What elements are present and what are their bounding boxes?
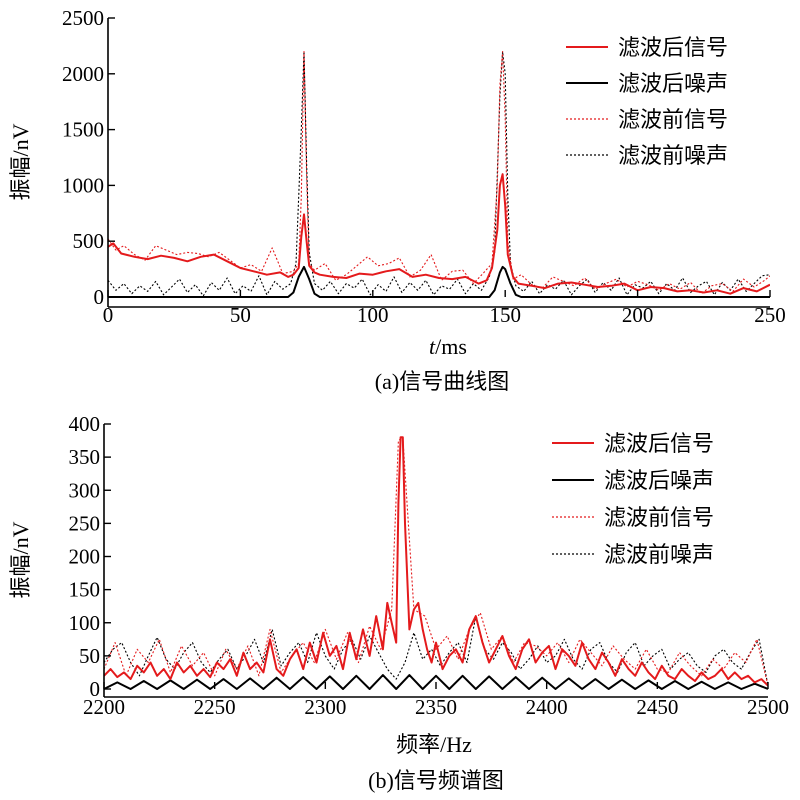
signal-spectrum-y-tick-label: 400 — [69, 412, 101, 436]
signal-spectrum-x-tick-label: 2400 — [526, 695, 568, 719]
signal-curve-y-axis-title: 振幅/nV — [8, 123, 33, 200]
signal-curve-series-group — [108, 50, 770, 298]
signal-spectrum-legend-label-raw-signal: 滤波前信号 — [604, 506, 714, 531]
signal-spectrum-ticks: 2200 2250 2300 2350 2400 2450 2500 0 50 100 150 200… — [69, 412, 790, 719]
signal-curve-y-tick-label: 500 — [73, 229, 105, 253]
signal-spectrum-caption: (b)信号频谱图 — [368, 768, 504, 793]
signal-spectrum-y-tick-label: 50 — [79, 644, 100, 668]
signal-curve-y-tick-label: 1500 — [62, 118, 104, 142]
signal-spectrum-y-tick-label: 300 — [69, 478, 101, 502]
signal-curve-y-tick-label: 0 — [94, 285, 105, 309]
signal-spectrum-y-tick-label: 250 — [69, 511, 101, 535]
signal-curve-x-tick-label: 200 — [622, 303, 654, 327]
signal-curve-x-tick-label: 50 — [230, 303, 251, 327]
signal-spectrum-x-tick-label: 2200 — [83, 695, 125, 719]
signal-curve-caption: (a)信号曲线图 — [375, 369, 509, 394]
signal-curve-y-tick-label: 1000 — [62, 173, 104, 197]
signal-curve-y-tick-label: 2000 — [62, 62, 104, 86]
signal-spectrum-y-tick-label: 350 — [69, 445, 101, 469]
signal-curve-legend-label-filtered-signal: 滤波后信号 — [618, 36, 728, 61]
signal-curve-x-tick-label: 250 — [754, 303, 786, 327]
signal-curve-legend-label-raw-signal: 滤波前信号 — [618, 108, 728, 133]
signal-curve-legend-label-filtered-noise: 滤波后噪声 — [618, 72, 728, 97]
signal-curve-legend-label-raw-noise: 滤波前噪声 — [618, 144, 728, 169]
signal-spectrum-y-axis-title: 振幅/nV — [8, 521, 33, 598]
signal-spectrum-filtered-signal-line — [104, 436, 768, 687]
signal-curve-y-tick-label: 2500 — [62, 6, 104, 30]
signal-spectrum-y-tick-label: 0 — [90, 677, 101, 701]
signal-spectrum-raw-signal-line — [104, 436, 768, 686]
signal-spectrum-legend-label-filtered-noise: 滤波后噪声 — [604, 469, 714, 494]
signal-spectrum-x-tick-label: 2350 — [415, 695, 457, 719]
signal-spectrum-raw-noise-line — [104, 615, 768, 686]
signal-curve-filtered-noise-line — [108, 265, 770, 298]
signal-curve-x-tick-label: 100 — [357, 303, 389, 327]
signal-spectrum-x-tick-label: 2300 — [304, 695, 346, 719]
signal-spectrum-x-tick-label: 2450 — [636, 695, 678, 719]
signal-spectrum-y-tick-label: 100 — [69, 611, 101, 635]
signal-curve-x-tick-label: 150 — [489, 303, 521, 327]
signal-spectrum-x-tick-label: 2250 — [194, 695, 236, 719]
signal-spectrum-y-tick-label: 150 — [69, 578, 101, 602]
signal-curve-filtered-signal-line — [108, 173, 770, 295]
signal-spectrum-x-tick-label: 2500 — [747, 695, 789, 719]
signal-spectrum-chart: 2200 2250 2300 2350 2400 2450 2500 0 50 100 150 200… — [8, 412, 789, 793]
signal-spectrum-x-axis-title: 频率/Hz — [396, 732, 472, 757]
signal-curve-x-tick-label: 0 — [103, 303, 114, 327]
signal-spectrum-y-tick-label: 200 — [69, 545, 101, 569]
signal-curve-x-axis-title: t/ms — [429, 334, 467, 359]
signal-spectrum-legend-label-filtered-signal: 滤波后信号 — [604, 432, 714, 457]
signal-spectrum-legend-label-raw-noise: 滤波前噪声 — [604, 543, 714, 568]
